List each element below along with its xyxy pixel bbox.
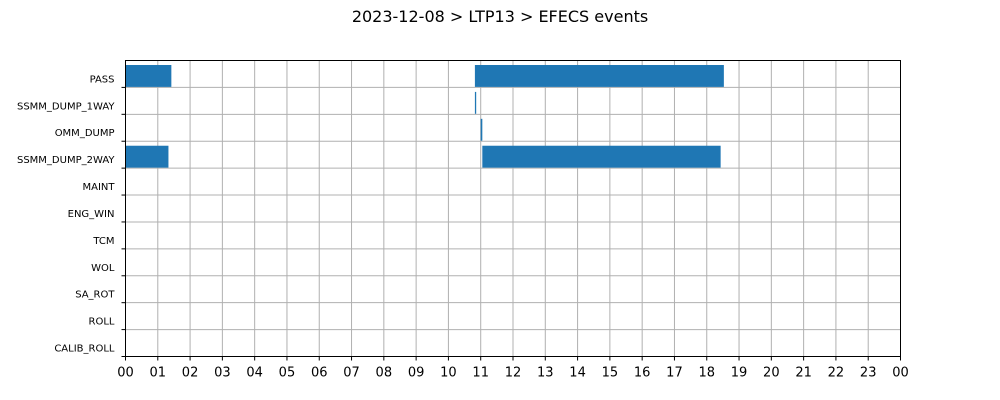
x-tick-label-18: 18 (698, 366, 715, 381)
x-tick-label-15: 15 (602, 366, 619, 381)
x-tick-label-23: 23 (860, 366, 877, 381)
x-tick-label-9: 09 (408, 366, 425, 381)
y-tick-label-7: WOL (91, 263, 115, 274)
x-tick-label-17: 17 (666, 366, 683, 381)
y-tick-label-1: SSMM_DUMP_1WAY (17, 101, 115, 112)
x-tick-label-16: 16 (634, 366, 651, 381)
event-bar-3 (480, 118, 483, 141)
x-tick-label-22: 22 (828, 366, 845, 381)
plot-frame (125, 60, 901, 357)
chart-title: 2023-12-08 > LTP13 > EFECS events (352, 7, 648, 26)
event-bar-2 (474, 91, 477, 114)
event-bar-0 (125, 65, 172, 87)
x-tick-label-8: 08 (376, 366, 393, 381)
y-tick-label-8: SA_ROT (75, 290, 115, 301)
x-tick-label-4: 04 (246, 366, 263, 381)
x-tick-label-7: 07 (343, 366, 360, 381)
x-tick-label-14: 14 (569, 366, 586, 381)
x-tick-label-10: 10 (440, 366, 457, 381)
bar-layer (125, 65, 724, 168)
x-tick-label-5: 05 (279, 366, 296, 381)
x-tick-label-20: 20 (763, 366, 780, 381)
x-tick-label-21: 21 (795, 366, 812, 381)
y-tick-label-3: SSMM_DUMP_2WAY (17, 155, 115, 166)
event-bar-5 (482, 145, 721, 168)
y-tick-label-5: ENG_WIN (68, 209, 115, 220)
axis-layer: 00 01 02 03 04 05 06 07 08 09 10 11 12 13 14 15 16 17 18 19… (17, 74, 909, 380)
x-tick-label-2: 02 (182, 366, 199, 381)
y-tick-label-4: MAINT (82, 182, 115, 193)
x-tick-label-19: 19 (731, 366, 748, 381)
x-tick-label-6: 06 (311, 366, 328, 381)
x-tick-label-0: 00 (117, 366, 134, 381)
y-tick-label-10: CALIB_ROLL (54, 344, 115, 355)
x-tick-label-12: 12 (505, 366, 522, 381)
x-tick-label-13: 13 (537, 366, 554, 381)
y-tick-label-9: ROLL (89, 317, 115, 328)
y-tick-label-2: OMM_DUMP (55, 128, 115, 139)
y-tick-label-6: TCM (92, 236, 114, 247)
y-tick-label-0: PASS (90, 74, 115, 85)
event-bar-4 (125, 145, 169, 168)
x-tick-label-24: 00 (892, 366, 909, 381)
event-bar-1 (474, 65, 724, 87)
grid-layer (125, 60, 901, 357)
x-tick-label-1: 01 (150, 366, 167, 381)
x-tick-label-11: 11 (472, 366, 489, 381)
x-tick-label-3: 03 (214, 366, 231, 381)
